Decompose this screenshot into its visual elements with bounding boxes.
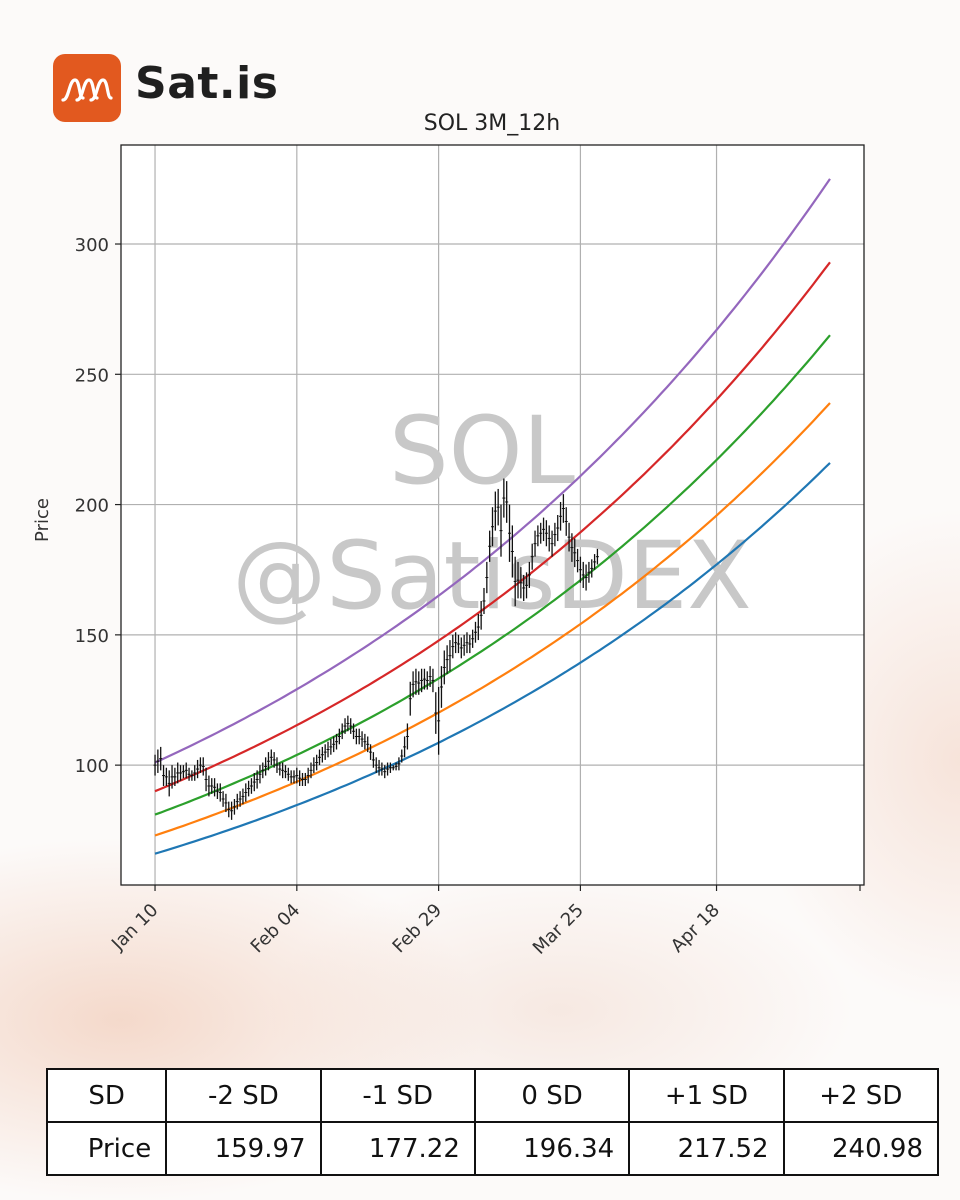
sd-header-cell: +1 SD [628, 1068, 785, 1123]
y-tick-label: 300 [75, 235, 109, 256]
price-value-cell: 240.98 [782, 1121, 940, 1176]
x-tick-label: Apr 18 [667, 900, 724, 957]
sd-price-table: SD -2 SD -1 SD 0 SD +1 SD +2 SD Price 15… [45, 1068, 940, 1176]
x-tick-label: Mar 25 [529, 900, 588, 959]
brand-name: Sat.is [135, 58, 279, 109]
price-value-cell: 159.97 [165, 1121, 322, 1176]
y-tick-label: 100 [75, 756, 109, 777]
sd-header-row: SD -2 SD -1 SD 0 SD +1 SD +2 SD [45, 1068, 940, 1123]
sat-is-logo-icon [53, 54, 121, 122]
sd-header-cell: -2 SD [165, 1068, 322, 1123]
plot-frame [120, 144, 865, 886]
watermark-symbol: SOL [389, 397, 575, 506]
sd-price-row: Price 159.97 177.22 196.34 217.52 240.98 [45, 1121, 940, 1176]
sd-header-cell: -1 SD [319, 1068, 476, 1123]
price-value-cell: 196.34 [473, 1121, 631, 1176]
x-tick-label: Feb 29 [389, 900, 447, 958]
y-tick-label: 150 [75, 626, 109, 647]
sd-header-cell: 0 SD [473, 1068, 631, 1123]
chart-title: SOL 3M_12h [424, 111, 560, 136]
y-tick-label: 250 [75, 365, 109, 386]
sd-band-line [154, 178, 831, 764]
x-tick-label: Jan 10 [107, 900, 162, 955]
y-tick-label: 200 [75, 496, 109, 517]
y-axis-label: Price [32, 498, 53, 542]
sd-header-cell: +2 SD [782, 1068, 940, 1123]
price-value-cell: 217.52 [628, 1121, 785, 1176]
price-row-label: Price [45, 1121, 168, 1176]
x-tick-label: Feb 04 [247, 900, 305, 958]
sd-band-line [154, 402, 831, 837]
price-band-chart: SOL 3M_12h SOL @SatisDEX 100150200250300… [32, 111, 865, 959]
sd-band-line [154, 261, 831, 793]
price-value-cell: 177.22 [319, 1121, 476, 1176]
sd-band-line [154, 334, 831, 816]
sd-header-cell: SD [45, 1068, 168, 1123]
sd-band-line [154, 462, 831, 855]
